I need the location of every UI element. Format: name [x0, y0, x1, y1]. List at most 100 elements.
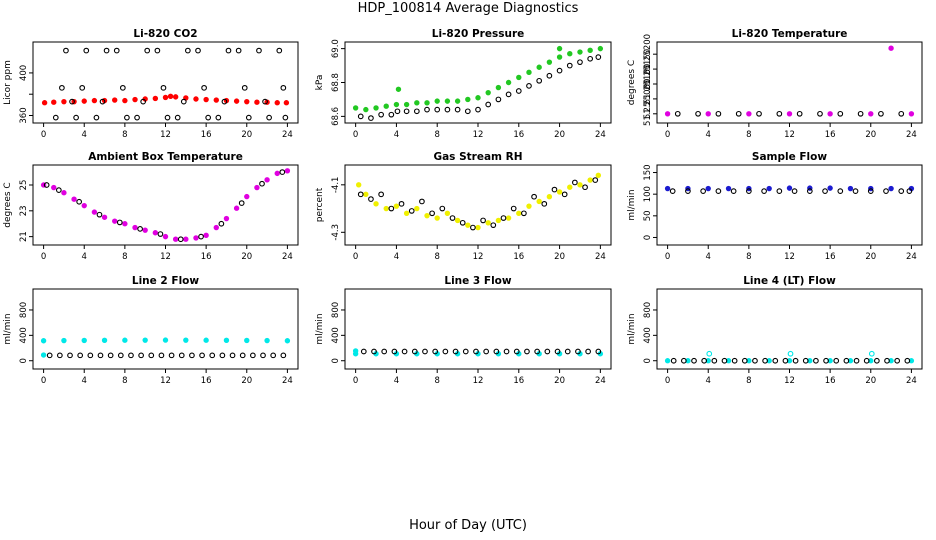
data-point — [81, 98, 87, 104]
panel-4: Gas Stream RH 0 4 8 12 16 20 24 -4.3 -4.1 percent — [315, 151, 612, 262]
data-point — [172, 236, 179, 242]
data-point — [853, 357, 860, 364]
data-point — [730, 188, 737, 194]
data-point — [162, 233, 169, 240]
data-point — [195, 47, 201, 54]
data-point — [444, 106, 451, 113]
data-point — [495, 96, 502, 103]
data-point — [403, 101, 410, 108]
data-point — [567, 51, 573, 57]
data-point — [71, 196, 77, 202]
data-point — [391, 348, 398, 355]
data-point — [464, 108, 471, 115]
data-point — [221, 98, 228, 105]
data-point — [357, 191, 364, 198]
y-tick-label: 50 — [643, 210, 653, 221]
data-point — [505, 215, 512, 221]
data-point — [534, 348, 540, 355]
data-point — [79, 84, 86, 91]
data-point — [587, 177, 593, 183]
data-point — [700, 188, 707, 194]
data-point — [813, 357, 819, 364]
y-tick-label: 0 — [331, 358, 341, 363]
data-point — [158, 352, 165, 359]
data-point — [172, 94, 179, 100]
data-point — [209, 352, 216, 359]
data-point — [480, 217, 486, 224]
series-green — [352, 45, 604, 113]
data-point — [43, 182, 50, 188]
x-tick-label: 8 — [746, 252, 751, 262]
x-tick-label: 20 — [554, 130, 565, 140]
x-tick-label: 20 — [241, 130, 252, 140]
data-point — [510, 205, 517, 212]
data-point — [233, 98, 240, 104]
data-point — [61, 337, 67, 344]
y-tick-label: -4.1 — [331, 177, 341, 194]
panel-frame — [656, 41, 923, 124]
data-point — [595, 54, 602, 60]
data-point — [843, 357, 850, 364]
panel-title: Sample Flow — [752, 151, 827, 163]
data-point — [454, 217, 461, 224]
data-point — [398, 200, 405, 207]
data-point — [81, 337, 87, 344]
data-point — [368, 115, 374, 121]
data-point — [107, 352, 114, 359]
x-tick-label: 20 — [865, 130, 876, 140]
data-point — [439, 205, 446, 212]
data-point — [485, 89, 491, 96]
data-point — [526, 203, 532, 209]
data-point — [884, 357, 890, 364]
data-point — [144, 47, 151, 54]
data-point — [561, 191, 568, 198]
data-point — [138, 352, 144, 359]
x-tick-label: 0 — [665, 376, 670, 386]
x-tick-label: 16 — [513, 252, 524, 262]
data-point — [152, 95, 159, 102]
x-tick-label: 24 — [595, 252, 606, 262]
x-tick-label: 20 — [865, 376, 876, 386]
data-point — [93, 114, 100, 121]
data-point — [857, 110, 864, 117]
series-magenta — [664, 45, 915, 117]
data-point — [215, 114, 222, 121]
data-point — [444, 210, 451, 217]
data-point — [746, 188, 752, 194]
panel-title: Line 2 Flow — [132, 275, 199, 287]
x-tick-label: 24 — [282, 130, 293, 140]
data-point — [536, 64, 542, 70]
data-point — [244, 193, 250, 200]
data-point — [284, 338, 291, 344]
data-point — [592, 177, 599, 183]
data-point — [274, 170, 280, 177]
data-point — [199, 352, 205, 359]
data-point — [193, 96, 199, 102]
data-point — [475, 95, 481, 101]
data-point — [531, 193, 537, 200]
data-point — [786, 111, 793, 117]
data-point — [664, 358, 671, 364]
x-tick-label: 0 — [353, 376, 358, 386]
data-point — [162, 337, 169, 343]
data-point — [761, 188, 767, 194]
data-point — [888, 45, 894, 51]
data-point — [595, 172, 602, 179]
data-point — [352, 348, 359, 354]
data-point — [282, 114, 289, 121]
x-tick-label: 20 — [554, 376, 565, 386]
x-tick-label: 8 — [435, 376, 440, 386]
series-black — [360, 348, 602, 355]
data-point — [806, 188, 813, 194]
data-point — [837, 110, 844, 117]
data-point — [787, 350, 794, 357]
panel-title: Gas Stream RH — [433, 151, 522, 163]
data-point — [715, 188, 722, 194]
panel-frame — [32, 41, 299, 124]
data-point — [515, 88, 522, 94]
data-point — [516, 210, 522, 217]
series-black — [46, 352, 287, 359]
data-point — [213, 224, 219, 231]
data-point — [490, 222, 497, 229]
data-point — [383, 103, 389, 109]
